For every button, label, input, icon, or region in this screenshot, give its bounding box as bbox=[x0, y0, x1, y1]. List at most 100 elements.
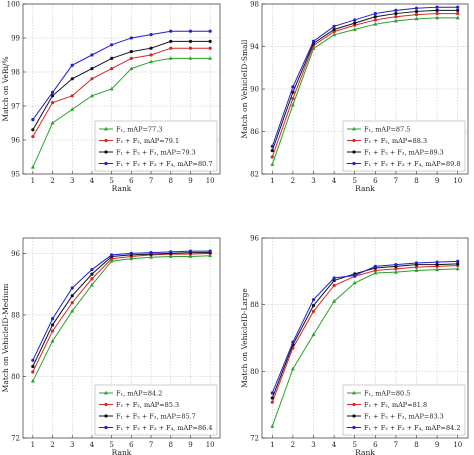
series-line bbox=[32, 47, 211, 137]
data-point bbox=[291, 90, 295, 94]
data-point bbox=[50, 317, 55, 321]
chart-panel: 72 80 88 96 1 2 3 4 5 6 7 8 9 10 Rank Match on VehicleI… bbox=[240, 235, 469, 455]
data-point bbox=[31, 364, 35, 369]
legend-box bbox=[342, 120, 466, 172]
x-tick-label: 4 bbox=[90, 177, 95, 185]
data-point bbox=[373, 11, 377, 16]
legend-marker bbox=[104, 138, 108, 143]
data-point bbox=[352, 280, 357, 285]
y-tick-label: 72 bbox=[250, 435, 259, 443]
data-point bbox=[168, 254, 173, 258]
data-point bbox=[332, 32, 337, 37]
data-point bbox=[373, 18, 377, 22]
data-point bbox=[50, 101, 55, 105]
data-point bbox=[332, 299, 337, 303]
x-tick-label: 2 bbox=[291, 177, 295, 185]
x-tick-label: 8 bbox=[169, 177, 173, 185]
series-line bbox=[271, 6, 458, 147]
data-point bbox=[208, 253, 213, 258]
data-point bbox=[394, 8, 398, 12]
data-point bbox=[435, 260, 439, 264]
y-tick-label: 88 bbox=[250, 301, 259, 309]
data-point bbox=[270, 391, 274, 395]
data-point bbox=[89, 93, 94, 98]
x-tick-label: 10 bbox=[206, 177, 215, 185]
data-point bbox=[270, 162, 275, 166]
data-point bbox=[456, 5, 460, 9]
data-point bbox=[270, 424, 275, 428]
data-point bbox=[208, 249, 212, 253]
data-point bbox=[332, 27, 336, 32]
chart-panel: 82 86 90 94 98 1 2 3 4 5 6 7 8 9 10 Rank Match on Vehicl… bbox=[240, 1, 469, 193]
data-point bbox=[311, 39, 316, 43]
legend-marker bbox=[352, 150, 356, 154]
x-tick-label: 10 bbox=[206, 441, 215, 449]
y-axis-label: Match on VehicleID-Medium bbox=[1, 284, 10, 393]
plot-frame bbox=[261, 237, 469, 439]
x-tick-label: 1 bbox=[31, 441, 35, 449]
x-tick-label: 6 bbox=[373, 441, 378, 449]
data-point bbox=[188, 29, 193, 33]
data-point bbox=[188, 254, 193, 258]
x-axis-label: Rank bbox=[112, 184, 132, 193]
data-point bbox=[50, 338, 55, 343]
legend-label: F₁ + F₂ + F₃, mAP=79.3 bbox=[116, 148, 196, 156]
x-tick-label: 2 bbox=[50, 441, 54, 449]
data-point bbox=[90, 277, 94, 281]
y-tick-label: 82 bbox=[250, 171, 259, 179]
data-point bbox=[270, 400, 274, 404]
data-point bbox=[110, 67, 114, 71]
x-tick-label: 1 bbox=[270, 177, 274, 185]
data-point bbox=[352, 27, 357, 31]
data-point bbox=[149, 59, 154, 64]
legend-label: F₁ + F₂ + F₃ + F₄, mAP=80.7 bbox=[116, 160, 212, 168]
x-tick-label: 7 bbox=[149, 177, 153, 185]
legend: F₁, mAP=87.5 F₁ + F₂, mAP=88.3 F₁ + F₂ + F… bbox=[342, 120, 466, 172]
data-point bbox=[70, 63, 74, 67]
data-point bbox=[414, 16, 419, 21]
data-point bbox=[188, 56, 193, 60]
legend-label: F₁ + F₂ + F₃, mAP=89.3 bbox=[364, 148, 444, 156]
x-tick-label: 5 bbox=[109, 177, 113, 185]
data-point bbox=[414, 13, 419, 17]
series-line bbox=[32, 40, 211, 131]
data-point bbox=[332, 283, 336, 288]
series-line bbox=[271, 9, 458, 151]
data-point bbox=[149, 33, 153, 37]
data-point bbox=[270, 144, 274, 148]
y-tick-label: 100 bbox=[7, 1, 20, 9]
x-tick-label: 9 bbox=[435, 441, 439, 449]
data-point bbox=[90, 67, 94, 71]
data-point bbox=[456, 8, 460, 12]
data-point bbox=[353, 273, 357, 278]
data-point bbox=[414, 9, 419, 14]
y-axis-label: Match on VeRi/% bbox=[1, 56, 10, 121]
data-point bbox=[291, 96, 295, 101]
data-point bbox=[70, 301, 74, 305]
data-point bbox=[373, 264, 377, 268]
data-point bbox=[208, 39, 212, 44]
data-point bbox=[435, 11, 439, 16]
series-line bbox=[32, 255, 211, 382]
y-tick-label: 99 bbox=[11, 35, 20, 43]
data-point bbox=[129, 256, 134, 261]
chart-panel: 72 80 88 96 1 2 3 4 5 6 7 8 9 10 Rank Match on VehicleI… bbox=[1, 237, 221, 455]
legend-label: F₁ + F₂ + F₃ + F₄, mAP=86.4 bbox=[116, 424, 212, 432]
data-point bbox=[373, 15, 377, 19]
data-point bbox=[168, 56, 173, 60]
y-tick-label: 88 bbox=[11, 311, 20, 319]
legend-label: F₁, mAP=87.5 bbox=[364, 125, 410, 133]
data-point bbox=[129, 36, 133, 40]
data-point bbox=[149, 46, 153, 50]
data-point bbox=[311, 303, 316, 308]
data-point bbox=[332, 278, 336, 283]
data-point bbox=[30, 378, 35, 383]
data-point bbox=[90, 77, 94, 81]
legend-label: F₁ + F₂, mAP=88.3 bbox=[364, 137, 427, 145]
y-tick-label: 95 bbox=[11, 171, 20, 179]
data-point bbox=[414, 265, 419, 269]
legend-marker bbox=[352, 126, 356, 131]
data-point bbox=[70, 94, 74, 98]
data-point bbox=[270, 155, 274, 159]
y-tick-label: 97 bbox=[11, 103, 20, 111]
